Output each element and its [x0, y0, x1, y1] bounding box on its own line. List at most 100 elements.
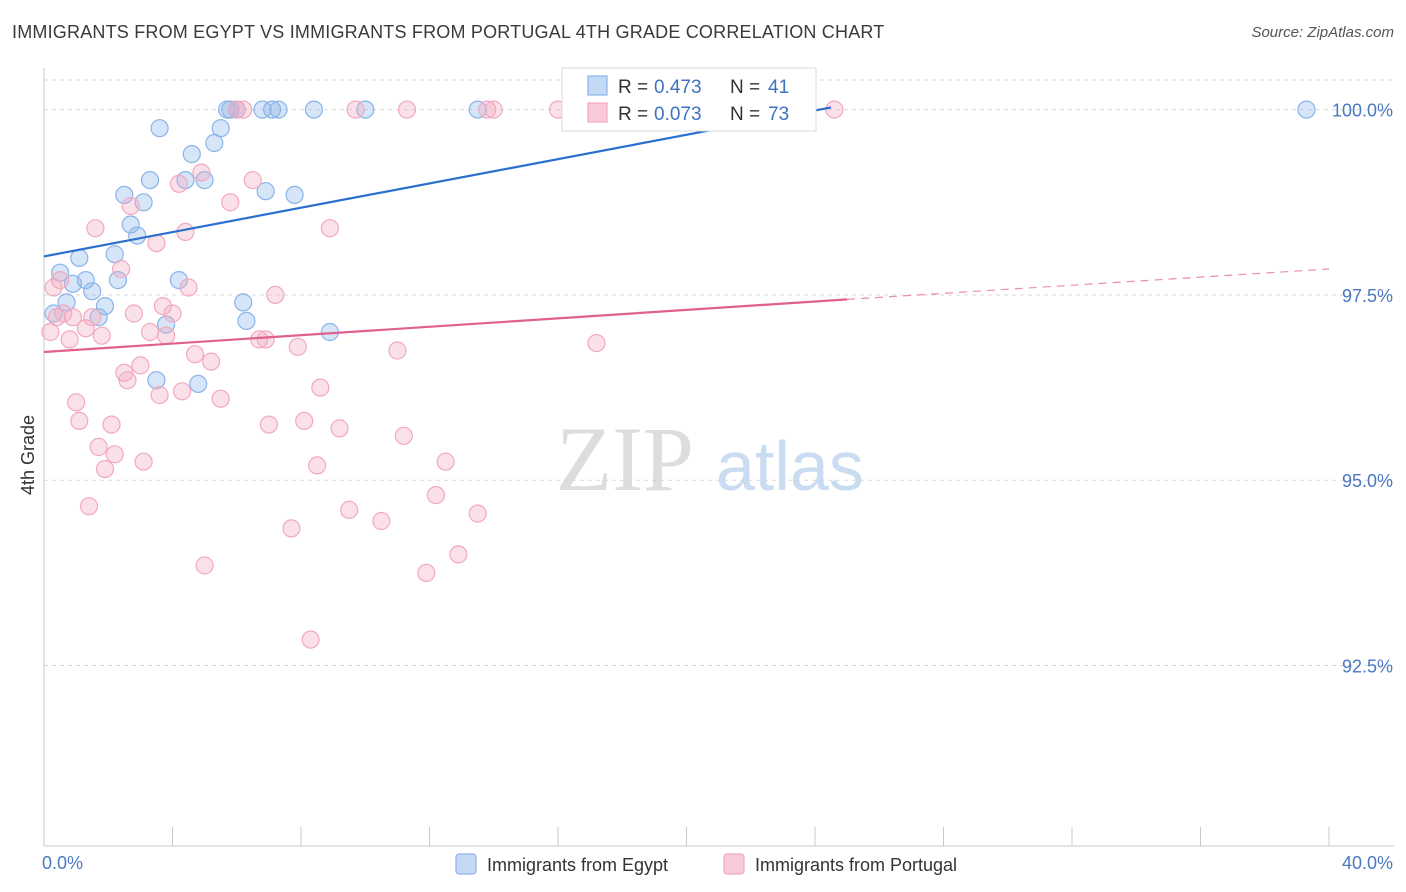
data-point [95, 460, 115, 479]
y-tick-label: 92.5% [1342, 657, 1393, 677]
stats-box: R = 0.473 N = 41 R = 0.073 N = 73 [561, 67, 817, 132]
legend-swatch-portugal [723, 853, 745, 875]
data-point [417, 563, 436, 583]
data-point [102, 415, 121, 434]
y-tick-label: 97.5% [1342, 286, 1393, 306]
data-point [76, 319, 95, 338]
data-point [89, 308, 108, 327]
data-point [128, 226, 147, 245]
series-egypt-points [44, 100, 1316, 393]
stats-n-value-portugal: 73 [768, 104, 789, 125]
data-point [76, 271, 95, 290]
data-point [394, 426, 413, 445]
data-point [147, 371, 166, 390]
data-point [436, 452, 455, 471]
data-point [66, 393, 86, 412]
data-point [243, 171, 262, 190]
data-points [41, 100, 1316, 649]
y-tick-label: 95.0% [1342, 471, 1393, 491]
watermark: ZIP atlas [556, 408, 864, 510]
data-point [340, 500, 359, 519]
data-point [468, 100, 487, 119]
data-point [304, 100, 323, 119]
data-point [478, 100, 497, 119]
data-point [118, 371, 137, 390]
trend-line-egypt [43, 106, 832, 258]
data-point [256, 182, 275, 201]
data-point [140, 322, 160, 342]
data-point [121, 215, 140, 234]
data-point [124, 304, 143, 323]
data-point [163, 304, 182, 323]
data-point [253, 100, 272, 119]
data-point [153, 297, 172, 316]
data-point [330, 419, 349, 438]
data-point [346, 100, 365, 119]
legend-swatch-egypt [455, 853, 477, 875]
stats-n-value-egypt: 41 [768, 77, 789, 98]
data-point [234, 293, 253, 312]
y-tick-label: 100.0% [1332, 101, 1393, 121]
data-point [825, 100, 844, 119]
data-point [95, 297, 115, 316]
data-point [189, 374, 208, 393]
trend-line-portugal [43, 298, 848, 354]
data-point [285, 185, 304, 204]
gridlines [44, 79, 1394, 667]
data-point [227, 100, 246, 119]
data-point [263, 100, 282, 119]
data-point [320, 219, 339, 238]
data-point [44, 278, 63, 297]
data-point [301, 630, 320, 649]
data-point [397, 100, 417, 119]
data-point [131, 356, 150, 375]
data-point [182, 145, 201, 164]
data-point [92, 326, 111, 345]
legend-label-egypt: Immigrants from Egypt [487, 855, 668, 875]
data-point [89, 437, 108, 456]
data-point [266, 285, 285, 304]
data-point [468, 504, 487, 523]
data-point [79, 497, 99, 516]
data-point [83, 282, 102, 301]
data-point [237, 311, 256, 330]
data-point [86, 219, 105, 238]
data-point [105, 445, 124, 464]
data-point [234, 100, 253, 119]
data-point [115, 185, 134, 204]
x-tick-label-right: 40.0% [1342, 853, 1393, 873]
data-point [211, 389, 230, 408]
legend-label-portugal: Immigrants from Portugal [755, 855, 957, 875]
data-point [426, 486, 445, 505]
x-tick-labels: 0.0% 40.0% [42, 853, 1393, 873]
data-point [150, 385, 169, 405]
data-point [192, 163, 211, 182]
data-point [256, 330, 275, 349]
stats-r-label-portugal: R = [618, 104, 648, 125]
data-point [140, 171, 160, 190]
data-point [121, 196, 140, 216]
y-tick-labels: 100.0% 97.5% 95.0% 92.5% [1332, 101, 1393, 677]
data-point [179, 278, 198, 297]
watermark-atlas: atlas [716, 427, 864, 505]
data-point [295, 411, 314, 430]
data-point [176, 222, 195, 241]
trend-lines [43, 106, 1330, 354]
data-point [211, 119, 230, 138]
data-point [484, 100, 503, 119]
data-point [108, 271, 128, 290]
legend: Immigrants from Egypt Immigrants from Po… [455, 853, 957, 875]
data-point [150, 119, 169, 138]
watermark-zip: ZIP [556, 408, 694, 510]
stats-r-label-egypt: R = [618, 77, 648, 98]
data-point [185, 345, 205, 364]
data-point [372, 511, 391, 531]
stats-r-value-egypt: 0.473 [654, 77, 702, 98]
data-point [134, 452, 153, 471]
data-point [282, 519, 301, 538]
data-point [449, 545, 468, 564]
data-point [388, 341, 407, 360]
data-point [111, 259, 131, 279]
data-point [308, 456, 327, 475]
